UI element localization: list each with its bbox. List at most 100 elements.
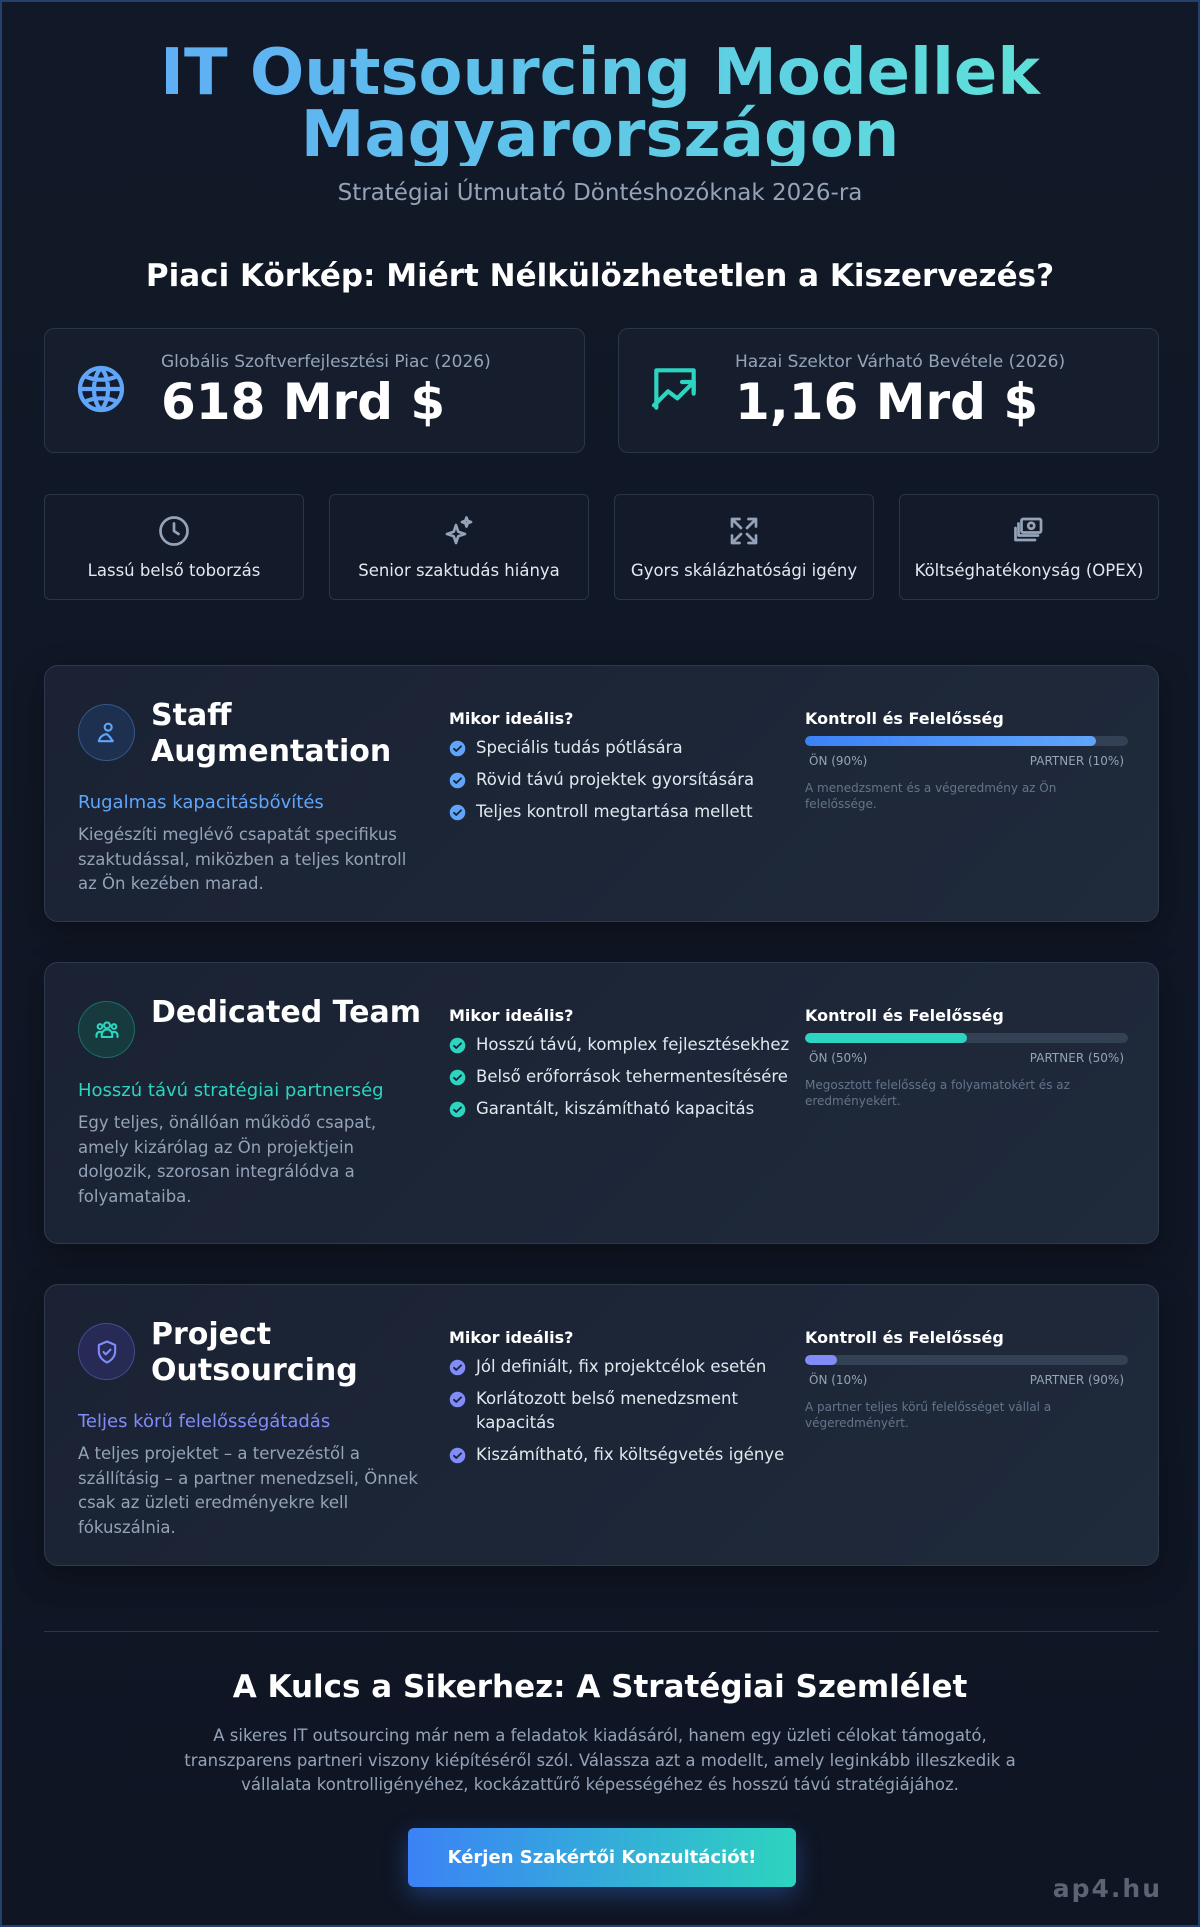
subtitle: Stratégiai Útmutató Döntéshozóknak 2026-… <box>337 180 863 206</box>
control-track <box>805 1355 1128 1365</box>
check-icon <box>449 1069 466 1086</box>
icon <box>730 517 758 545</box>
ideal-heading: Mikor ideális? <box>449 1006 574 1025</box>
model-intro: Staff Augmentation Rugalmas kapacitásbőví… <box>78 698 449 921</box>
model-icon <box>78 1323 135 1380</box>
control-heading: Kontroll és Felelősség <box>805 709 1004 728</box>
check-icon <box>449 1037 466 1054</box>
ideal-item: Rövid távú projektek gyorsítására <box>449 768 805 792</box>
paragraph: A sikeres IT outsourcing már nem a felad… <box>184 1726 1016 1794</box>
model-tagline: Teljes körű felelősségátadás <box>78 1411 331 1432</box>
model-description: A teljes projektet – a tervezéstől a szá… <box>78 1444 418 1537</box>
title: IT Outsourcing Modellek Magyarországon <box>2 41 1198 167</box>
control-track <box>805 1033 1128 1043</box>
model-head: Staff Augmentation <box>78 698 449 770</box>
icon <box>97 722 114 742</box>
ideal-text: Kiszámítható, fix költségvetés igénye <box>476 1445 785 1464</box>
model-card: Project Outsourcing Teljes körű felelőssé… <box>44 1284 1159 1566</box>
icon <box>97 1339 116 1364</box>
control-column: Kontroll és Felelősség ÖN (50%) PARTNER (5… <box>805 1001 1128 1243</box>
check-icon <box>449 772 466 789</box>
model-tagline: Hosszú távú stratégiai partnerség <box>78 1080 384 1101</box>
control-labels: ÖN (10%) PARTNER (90%) <box>805 1373 1128 1387</box>
check-icon <box>449 1447 466 1464</box>
model-icon <box>78 704 135 761</box>
control-labels: ÖN (50%) PARTNER (50%) <box>805 1051 1128 1065</box>
model-description: Kiegészíti meglévő csapatát specifikus s… <box>78 825 407 893</box>
driver-icon <box>45 513 303 553</box>
stat-text: Globális Szoftverfejlesztési Piac (2026)… <box>161 352 491 430</box>
section-heading: A Kulcs a Sikerhez: A Stratégiai Szemlél… <box>232 1669 968 1705</box>
control-labels: ÖN (90%) PARTNER (10%) <box>805 754 1128 768</box>
driver-card: Lassú belső toborzás <box>44 494 304 600</box>
check-icon <box>449 1391 466 1408</box>
ideal-column: Mikor ideális? Hosszú távú, komplex fejle… <box>449 1001 805 1243</box>
ideal-item: Belső erőforrások tehermentesítésére <box>449 1065 805 1089</box>
stat-card: Hazai Szektor Várható Bevétele (2026) 1,1… <box>618 328 1159 453</box>
stat-text: Hazai Szektor Várható Bevétele (2026) 1,1… <box>735 352 1065 430</box>
ideal-text: Jól definiált, fix projektcélok esetén <box>476 1357 767 1376</box>
icon <box>1014 517 1043 542</box>
own-label: ÖN (90%) <box>809 754 868 768</box>
model-description: Egy teljes, önállóan működő csapat, amel… <box>78 1113 377 1206</box>
ideal-text: Speciális tudás pótlására <box>476 738 683 757</box>
model-intro: Dedicated Team Hosszú távú stratégiai par… <box>78 995 449 1243</box>
driver-label: Lassú belső toborzás <box>87 561 261 580</box>
check-icon <box>449 1101 466 1118</box>
driver-icon <box>615 513 873 553</box>
ideal-text: Rövid távú projektek gyorsítására <box>476 770 755 789</box>
control-note: Megosztott felelősség a folyamatokért és… <box>805 1078 1070 1108</box>
control-note: A partner teljes körű felelősséget válla… <box>805 1400 1052 1430</box>
ideal-item: Korlátozott belső menedzsment kapacitás <box>449 1387 805 1435</box>
ideal-item: Speciális tudás pótlására <box>449 736 805 760</box>
check-icon <box>449 1359 466 1376</box>
control-bar <box>805 1355 838 1365</box>
ideal-item: Jól definiált, fix projektcélok esetén <box>449 1355 805 1379</box>
ideal-item: Teljes kontroll megtartása mellett <box>449 800 805 824</box>
model-tagline: Rugalmas kapacitásbővítés <box>78 792 324 813</box>
ideal-column: Mikor ideális? Speciális tudás pótlására R… <box>449 704 805 921</box>
control-bar <box>805 736 1096 746</box>
driver-card: Gyors skálázhatósági igény <box>614 494 874 600</box>
stat-label: Globális Szoftverfejlesztési Piac (2026) <box>161 351 491 372</box>
icon <box>77 365 125 412</box>
driver-label: Senior szaktudás hiánya <box>358 561 560 580</box>
model-icon <box>78 1001 135 1058</box>
ideal-text: Korlátozott belső menedzsment kapacitás <box>476 1389 738 1432</box>
own-label: ÖN (10%) <box>809 1373 868 1387</box>
ideal-column: Mikor ideális? Jól definiált, fix projekt… <box>449 1323 805 1565</box>
model-name: Staff Augmentation <box>151 698 392 769</box>
own-label: ÖN (50%) <box>809 1051 868 1065</box>
check-icon <box>449 740 466 757</box>
stat-value: 618 Mrd $ <box>161 372 446 431</box>
check-icon <box>449 804 466 821</box>
driver-card: Költséghatékonyság (OPEX) <box>899 494 1159 600</box>
icon <box>445 516 473 545</box>
icon <box>94 1020 119 1038</box>
divider <box>44 1631 1159 1632</box>
control-column: Kontroll és Felelősség ÖN (90%) PARTNER (1… <box>805 704 1128 921</box>
ideal-text: Belső erőforrások tehermentesítésére <box>476 1067 788 1086</box>
stat-value: 1,16 Mrd $ <box>735 372 1039 431</box>
model-name: Project Outsourcing <box>151 1317 358 1388</box>
driver-label: Költséghatékonyság (OPEX) <box>914 561 1144 580</box>
driver-icon <box>900 513 1158 553</box>
partner-label: PARTNER (90%) <box>1029 1373 1124 1387</box>
control-heading: Kontroll és Felelősség <box>805 1006 1004 1025</box>
ideal-text: Teljes kontroll megtartása mellett <box>476 802 753 821</box>
model-head: Project Outsourcing <box>78 1317 449 1389</box>
stat-icon <box>73 361 129 421</box>
partner-label: PARTNER (10%) <box>1029 754 1124 768</box>
ideal-item: Kiszámítható, fix költségvetés igénye <box>449 1443 805 1467</box>
ideal-text: Garantált, kiszámítható kapacitás <box>476 1099 755 1118</box>
cta-button[interactable]: Kérjen Szakértői Konzultációt! <box>408 1828 796 1887</box>
driver-icon <box>330 513 588 553</box>
control-note: A menedzsment és a végeredmény az Ön fel… <box>805 781 1057 811</box>
stat-icon <box>647 361 703 421</box>
ideal-heading: Mikor ideális? <box>449 709 574 728</box>
ideal-text: Hosszú távú, komplex fejlesztésekhez <box>476 1035 790 1054</box>
stat-card: Globális Szoftverfejlesztési Piac (2026)… <box>44 328 585 453</box>
